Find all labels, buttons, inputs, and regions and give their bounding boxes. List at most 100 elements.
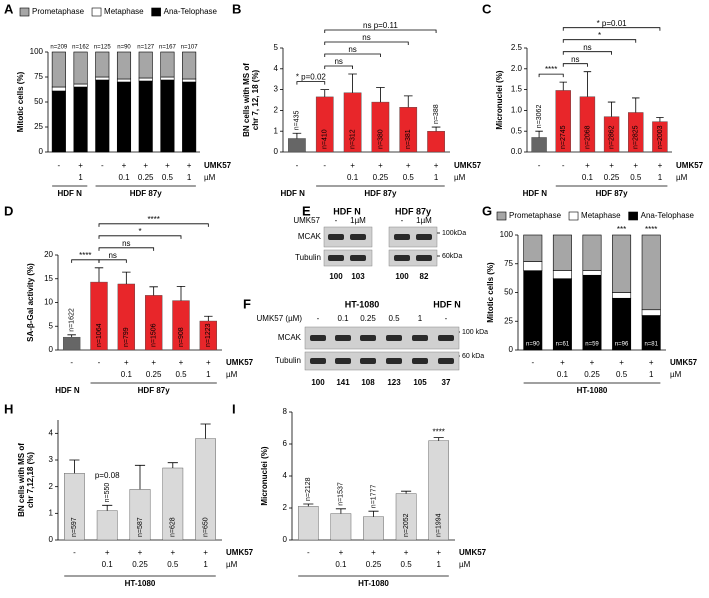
n-label: n=167: [159, 45, 177, 51]
n-label: n=2745: [560, 125, 567, 149]
n-label: n=2825: [633, 125, 640, 149]
bar-segment: [138, 80, 153, 153]
error-bar: [401, 490, 412, 494]
dose-label: 0.25: [373, 173, 389, 182]
significance-label: ns: [571, 55, 579, 64]
significance-label: *: [138, 227, 141, 236]
bar-segment: [641, 309, 661, 316]
treatment-sign: +: [406, 161, 411, 170]
treatment-name: UMK57: [204, 161, 232, 170]
dose-unit: µM: [454, 173, 466, 182]
error-bar: [122, 271, 131, 284]
treatment-sign: +: [633, 161, 638, 170]
treatment-sign: +: [78, 161, 83, 170]
error-bar: [149, 286, 158, 296]
treatment-name: UMK57: [459, 548, 487, 557]
treatment-sign: +: [590, 358, 595, 367]
legend-swatch: [568, 211, 579, 221]
group-label: HDF 87y: [596, 189, 629, 198]
n-label: n=587: [137, 517, 144, 537]
y-axis-label: chr 7, 12, 18 (%): [251, 69, 260, 130]
treatment-sign: +: [165, 161, 170, 170]
quantification: 103: [351, 272, 365, 281]
bar-segment: [582, 274, 602, 351]
blot-band: [350, 234, 366, 240]
lane-label: 0.1: [337, 314, 349, 323]
bar-segment: [612, 292, 632, 299]
bar-segment: [582, 234, 602, 271]
blot-group-label: HDF 87y: [395, 206, 431, 216]
treatment-sign: -: [531, 358, 534, 367]
bar: [363, 516, 384, 541]
group-label: HDF 87y: [138, 386, 171, 395]
group-label: HDF N: [57, 189, 82, 198]
error-bar: [535, 130, 543, 138]
dose-label: 0.25: [584, 370, 600, 379]
n-label: n=162: [72, 45, 90, 51]
quantification: 123: [387, 378, 401, 387]
legend-swatch: [628, 211, 638, 221]
lane-label: 1µM: [416, 216, 432, 225]
blot-band: [335, 358, 351, 364]
panel-letter: I: [232, 401, 236, 416]
treatment-sign: +: [619, 358, 624, 367]
bar-segment: [138, 51, 153, 79]
y-tick-label: 0: [49, 535, 54, 544]
treatment-sign: +: [124, 358, 129, 367]
legend-label: Metaphase: [581, 211, 621, 220]
bar-segment: [182, 81, 197, 153]
y-tick-label: 1: [49, 508, 54, 517]
n-label: n=59: [585, 342, 599, 348]
error-bar: [376, 87, 385, 103]
significance-label: ****: [545, 65, 557, 74]
significance-label: * p=0.02: [296, 73, 327, 82]
significance-label: * p=0.01: [597, 19, 628, 28]
dose-unit: µM: [676, 173, 688, 182]
legend-label: Ana-Telophase: [641, 211, 695, 220]
n-label: n=2128: [305, 477, 312, 501]
quantification: 82: [420, 272, 429, 281]
bar-segment: [612, 234, 632, 293]
y-tick-label: 0: [49, 345, 54, 354]
y-tick-label: 0: [274, 147, 279, 156]
treatment-sign: +: [122, 161, 127, 170]
blot-band: [386, 358, 402, 364]
error-bar: [656, 117, 664, 122]
legend-swatch: [91, 7, 102, 17]
dose-label: 1: [78, 173, 83, 182]
legend-label: Prometaphase: [509, 211, 562, 220]
dose-label: 1: [658, 173, 663, 182]
bar: [427, 130, 445, 153]
treatment-sign: -: [307, 548, 310, 557]
blot-band: [310, 335, 326, 341]
significance-label: ns: [362, 33, 370, 42]
dose-label: 1: [436, 560, 441, 569]
y-tick-label: 1.5: [511, 85, 523, 94]
significance-bracket: [324, 29, 437, 33]
y-axis-label: BN cells with MS of: [242, 63, 251, 137]
treatment-sign: +: [151, 358, 156, 367]
blot-band: [416, 255, 432, 261]
bar-segment: [116, 78, 132, 83]
error-bar: [607, 101, 616, 117]
dose-unit: µM: [459, 560, 471, 569]
annotation: ****: [432, 428, 444, 437]
treatment-sign: -: [538, 161, 541, 170]
panel-letter: D: [4, 203, 13, 218]
panel-letter: F: [243, 296, 251, 311]
bar-segment: [160, 51, 175, 78]
y-tick-label: 25: [34, 122, 43, 131]
error-bar: [204, 315, 213, 322]
legend-swatch: [151, 7, 161, 17]
significance-bracket: [562, 63, 588, 67]
bar-segment: [582, 270, 602, 276]
y-tick-label: 4: [283, 471, 288, 480]
marker-label: 60kDa: [442, 253, 462, 260]
lane-label: 1: [418, 314, 423, 323]
dose-label: 0.5: [401, 560, 413, 569]
y-axis-label: SA-β-Gal activity (%): [26, 263, 35, 342]
dose-label: 0.5: [162, 173, 174, 182]
significance-label: ****: [79, 251, 91, 260]
error-bar: [176, 285, 186, 301]
treatment-sign: +: [649, 358, 654, 367]
